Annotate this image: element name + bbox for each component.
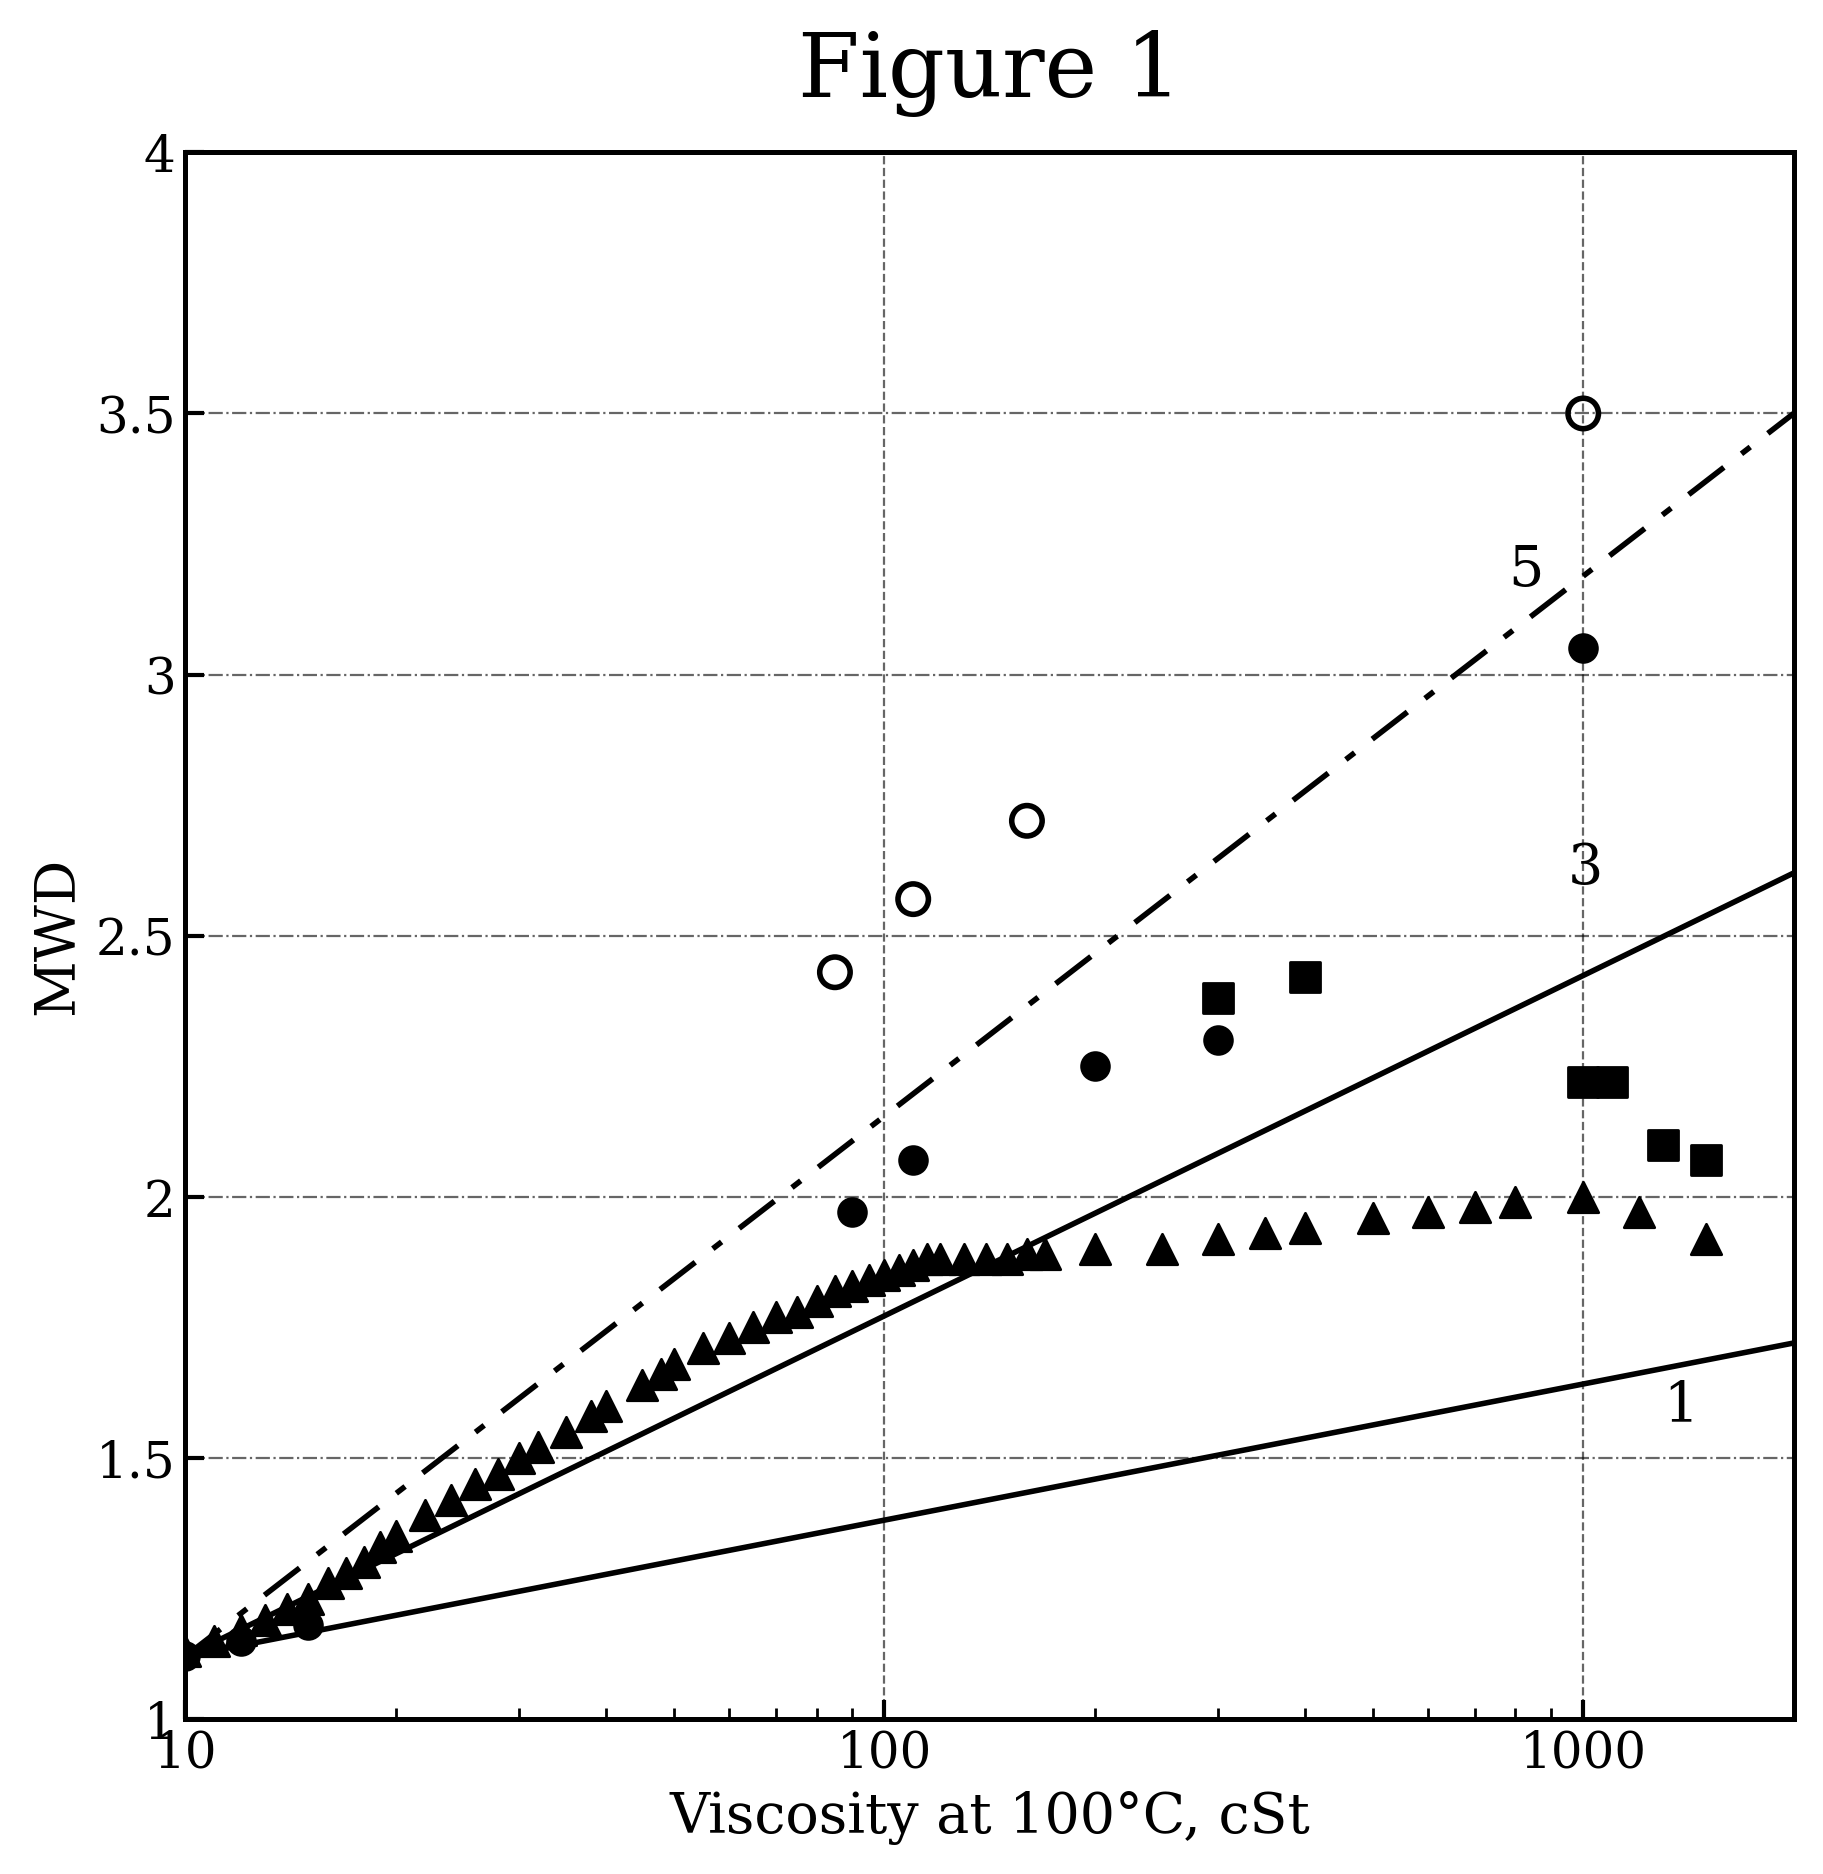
Point xyxy=(820,958,850,988)
Point xyxy=(1413,1197,1442,1227)
Point xyxy=(1079,1235,1108,1265)
Point xyxy=(1460,1192,1489,1222)
Text: 5: 5 xyxy=(1508,543,1542,598)
Point xyxy=(1597,1066,1626,1096)
Point xyxy=(591,1391,620,1420)
Point xyxy=(782,1297,811,1327)
Point xyxy=(576,1402,605,1432)
Point xyxy=(1291,963,1320,993)
Point xyxy=(738,1312,767,1342)
Point xyxy=(1203,1224,1232,1254)
Point xyxy=(762,1302,791,1332)
Point xyxy=(853,1265,882,1295)
Point xyxy=(294,1610,323,1640)
Point xyxy=(348,1548,377,1578)
Point xyxy=(1147,1235,1176,1265)
Point xyxy=(992,1244,1021,1274)
Point xyxy=(171,1642,201,1672)
Point xyxy=(381,1522,410,1552)
Point xyxy=(226,1615,255,1645)
Point xyxy=(410,1501,439,1531)
Point xyxy=(199,1627,228,1657)
Point xyxy=(1568,1066,1597,1096)
Point xyxy=(715,1323,744,1353)
Point xyxy=(912,1244,941,1274)
Point xyxy=(523,1432,552,1462)
Point xyxy=(1692,1145,1721,1175)
Point xyxy=(1648,1130,1677,1160)
Point xyxy=(1568,399,1597,429)
Text: 1: 1 xyxy=(1663,1379,1697,1434)
Point xyxy=(972,1244,1001,1274)
Point xyxy=(1500,1188,1529,1218)
Point xyxy=(820,1276,850,1306)
Point xyxy=(314,1569,343,1599)
Point xyxy=(1358,1203,1387,1233)
Point xyxy=(1249,1218,1278,1248)
Point xyxy=(226,1627,255,1657)
Point xyxy=(1012,1239,1041,1269)
Point xyxy=(171,1636,201,1666)
Point xyxy=(436,1484,465,1514)
Point xyxy=(1624,1197,1653,1227)
Point xyxy=(1203,984,1232,1014)
Point xyxy=(870,1261,899,1291)
Point xyxy=(627,1370,656,1400)
Point xyxy=(884,1256,913,1286)
Point xyxy=(687,1334,716,1364)
Point xyxy=(837,1197,866,1227)
Point xyxy=(647,1359,676,1389)
Point xyxy=(924,1244,953,1274)
Point xyxy=(1568,1182,1597,1212)
Point xyxy=(950,1244,979,1274)
Point xyxy=(1030,1239,1059,1269)
Point xyxy=(250,1604,279,1634)
Point xyxy=(802,1286,831,1316)
Point xyxy=(1203,1025,1232,1055)
Title: Figure 1: Figure 1 xyxy=(797,30,1181,118)
Point xyxy=(483,1458,512,1488)
Point xyxy=(660,1349,689,1379)
Point xyxy=(1012,806,1041,836)
X-axis label: Viscosity at 100°C, cSt: Viscosity at 100°C, cSt xyxy=(669,1790,1309,1844)
Point xyxy=(1568,633,1597,663)
Point xyxy=(1291,1212,1320,1242)
Point xyxy=(294,1584,323,1614)
Point xyxy=(365,1531,394,1561)
Point xyxy=(1079,1051,1108,1081)
Point xyxy=(1692,1224,1721,1254)
Point xyxy=(551,1417,580,1447)
Point xyxy=(837,1271,866,1301)
Y-axis label: MWD: MWD xyxy=(29,856,84,1016)
Point xyxy=(899,1250,928,1280)
Point xyxy=(273,1595,303,1625)
Point xyxy=(899,1145,928,1175)
Point xyxy=(461,1469,490,1499)
Point xyxy=(332,1557,361,1587)
Text: 3: 3 xyxy=(1568,841,1602,896)
Point xyxy=(899,885,928,915)
Point xyxy=(503,1443,532,1473)
